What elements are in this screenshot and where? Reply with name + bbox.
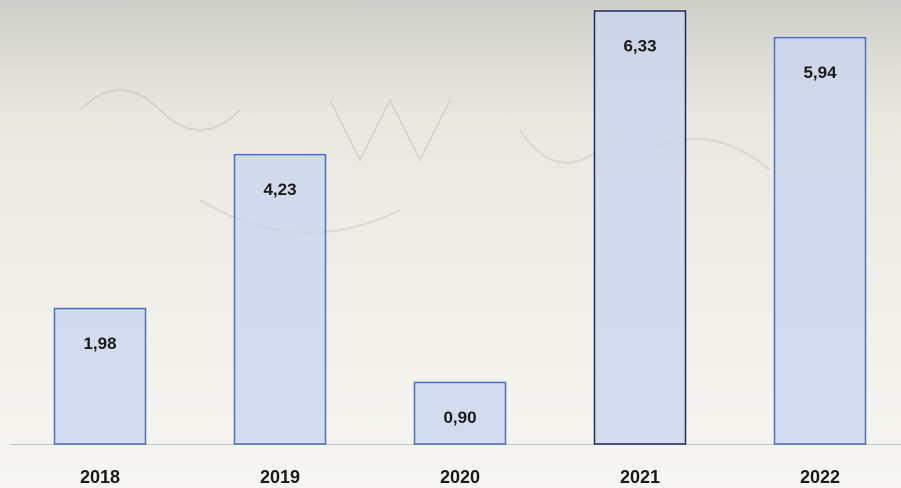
data-label: 1,98 [83,334,116,353]
bar [595,11,686,444]
data-label: 4,23 [263,180,296,199]
data-label: 6,33 [623,36,656,55]
bar [55,309,146,444]
x-tick-label: 2020 [440,467,480,487]
x-tick-label: 2018 [80,467,120,487]
x-tick-label: 2022 [800,467,840,487]
chart: 1,98 2018 4,23 2019 0,90 2020 6,33 2021 5,94 2022 [0,0,901,488]
page: 1,98 2018 4,23 2019 0,90 2020 6,33 2021 5,94 2022… [0,0,901,488]
x-tick-label: 2021 [620,467,660,487]
x-tick-label: 2019 [260,467,300,487]
data-label: 0,90 [443,408,476,427]
bar [775,38,866,444]
data-label: 5,94 [803,63,837,82]
